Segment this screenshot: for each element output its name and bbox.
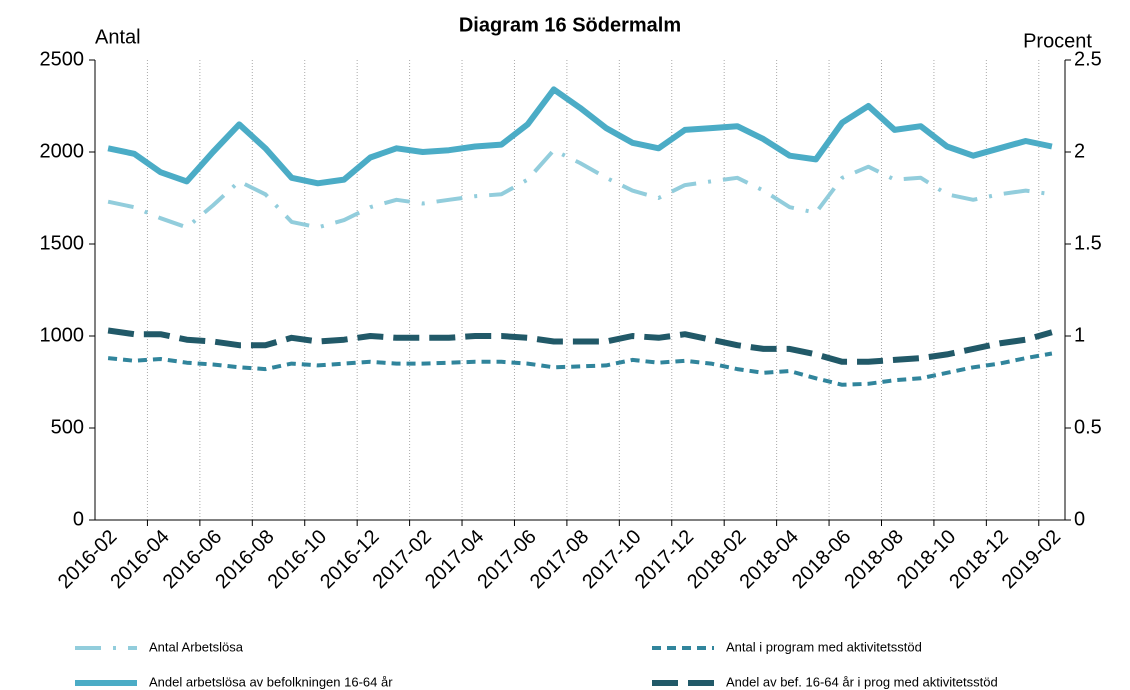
legend-label: Andel av bef. 16-64 år i prog med aktivi… [726, 674, 998, 689]
y-tick-label: 500 [51, 416, 84, 438]
chart-title: Diagram 16 Södermalm [459, 14, 681, 36]
y2-tick-label: 2.5 [1074, 48, 1102, 70]
series-line [107, 86, 1053, 187]
y2-tick-label: 1 [1074, 324, 1085, 346]
series-line [107, 327, 1053, 365]
y-tick-label: 1500 [40, 232, 85, 254]
y2-tick-label: 0.5 [1074, 416, 1102, 438]
series-line [107, 148, 1053, 230]
y2-tick-label: 1.5 [1074, 232, 1102, 254]
y-tick-label: 0 [73, 508, 84, 530]
y2-tick-label: 0 [1074, 508, 1085, 530]
y-tick-label: 2000 [40, 140, 85, 162]
x-tick-label: 2019-02 [998, 526, 1065, 593]
legend-label: Antal Arbetslösa [149, 639, 244, 654]
y-tick-label: 1000 [40, 324, 85, 346]
series-line [107, 351, 1053, 387]
plot [107, 86, 1053, 387]
legend-label: Antal i program med aktivitetsstöd [726, 639, 922, 654]
y-axis-title: Antal [95, 26, 141, 48]
legend-label: Andel arbetslösa av befolkningen 16-64 å… [149, 674, 393, 689]
y-tick-label: 2500 [40, 48, 85, 70]
y2-axis-title: Procent [1023, 30, 1092, 52]
y2-tick-label: 2 [1074, 140, 1085, 162]
